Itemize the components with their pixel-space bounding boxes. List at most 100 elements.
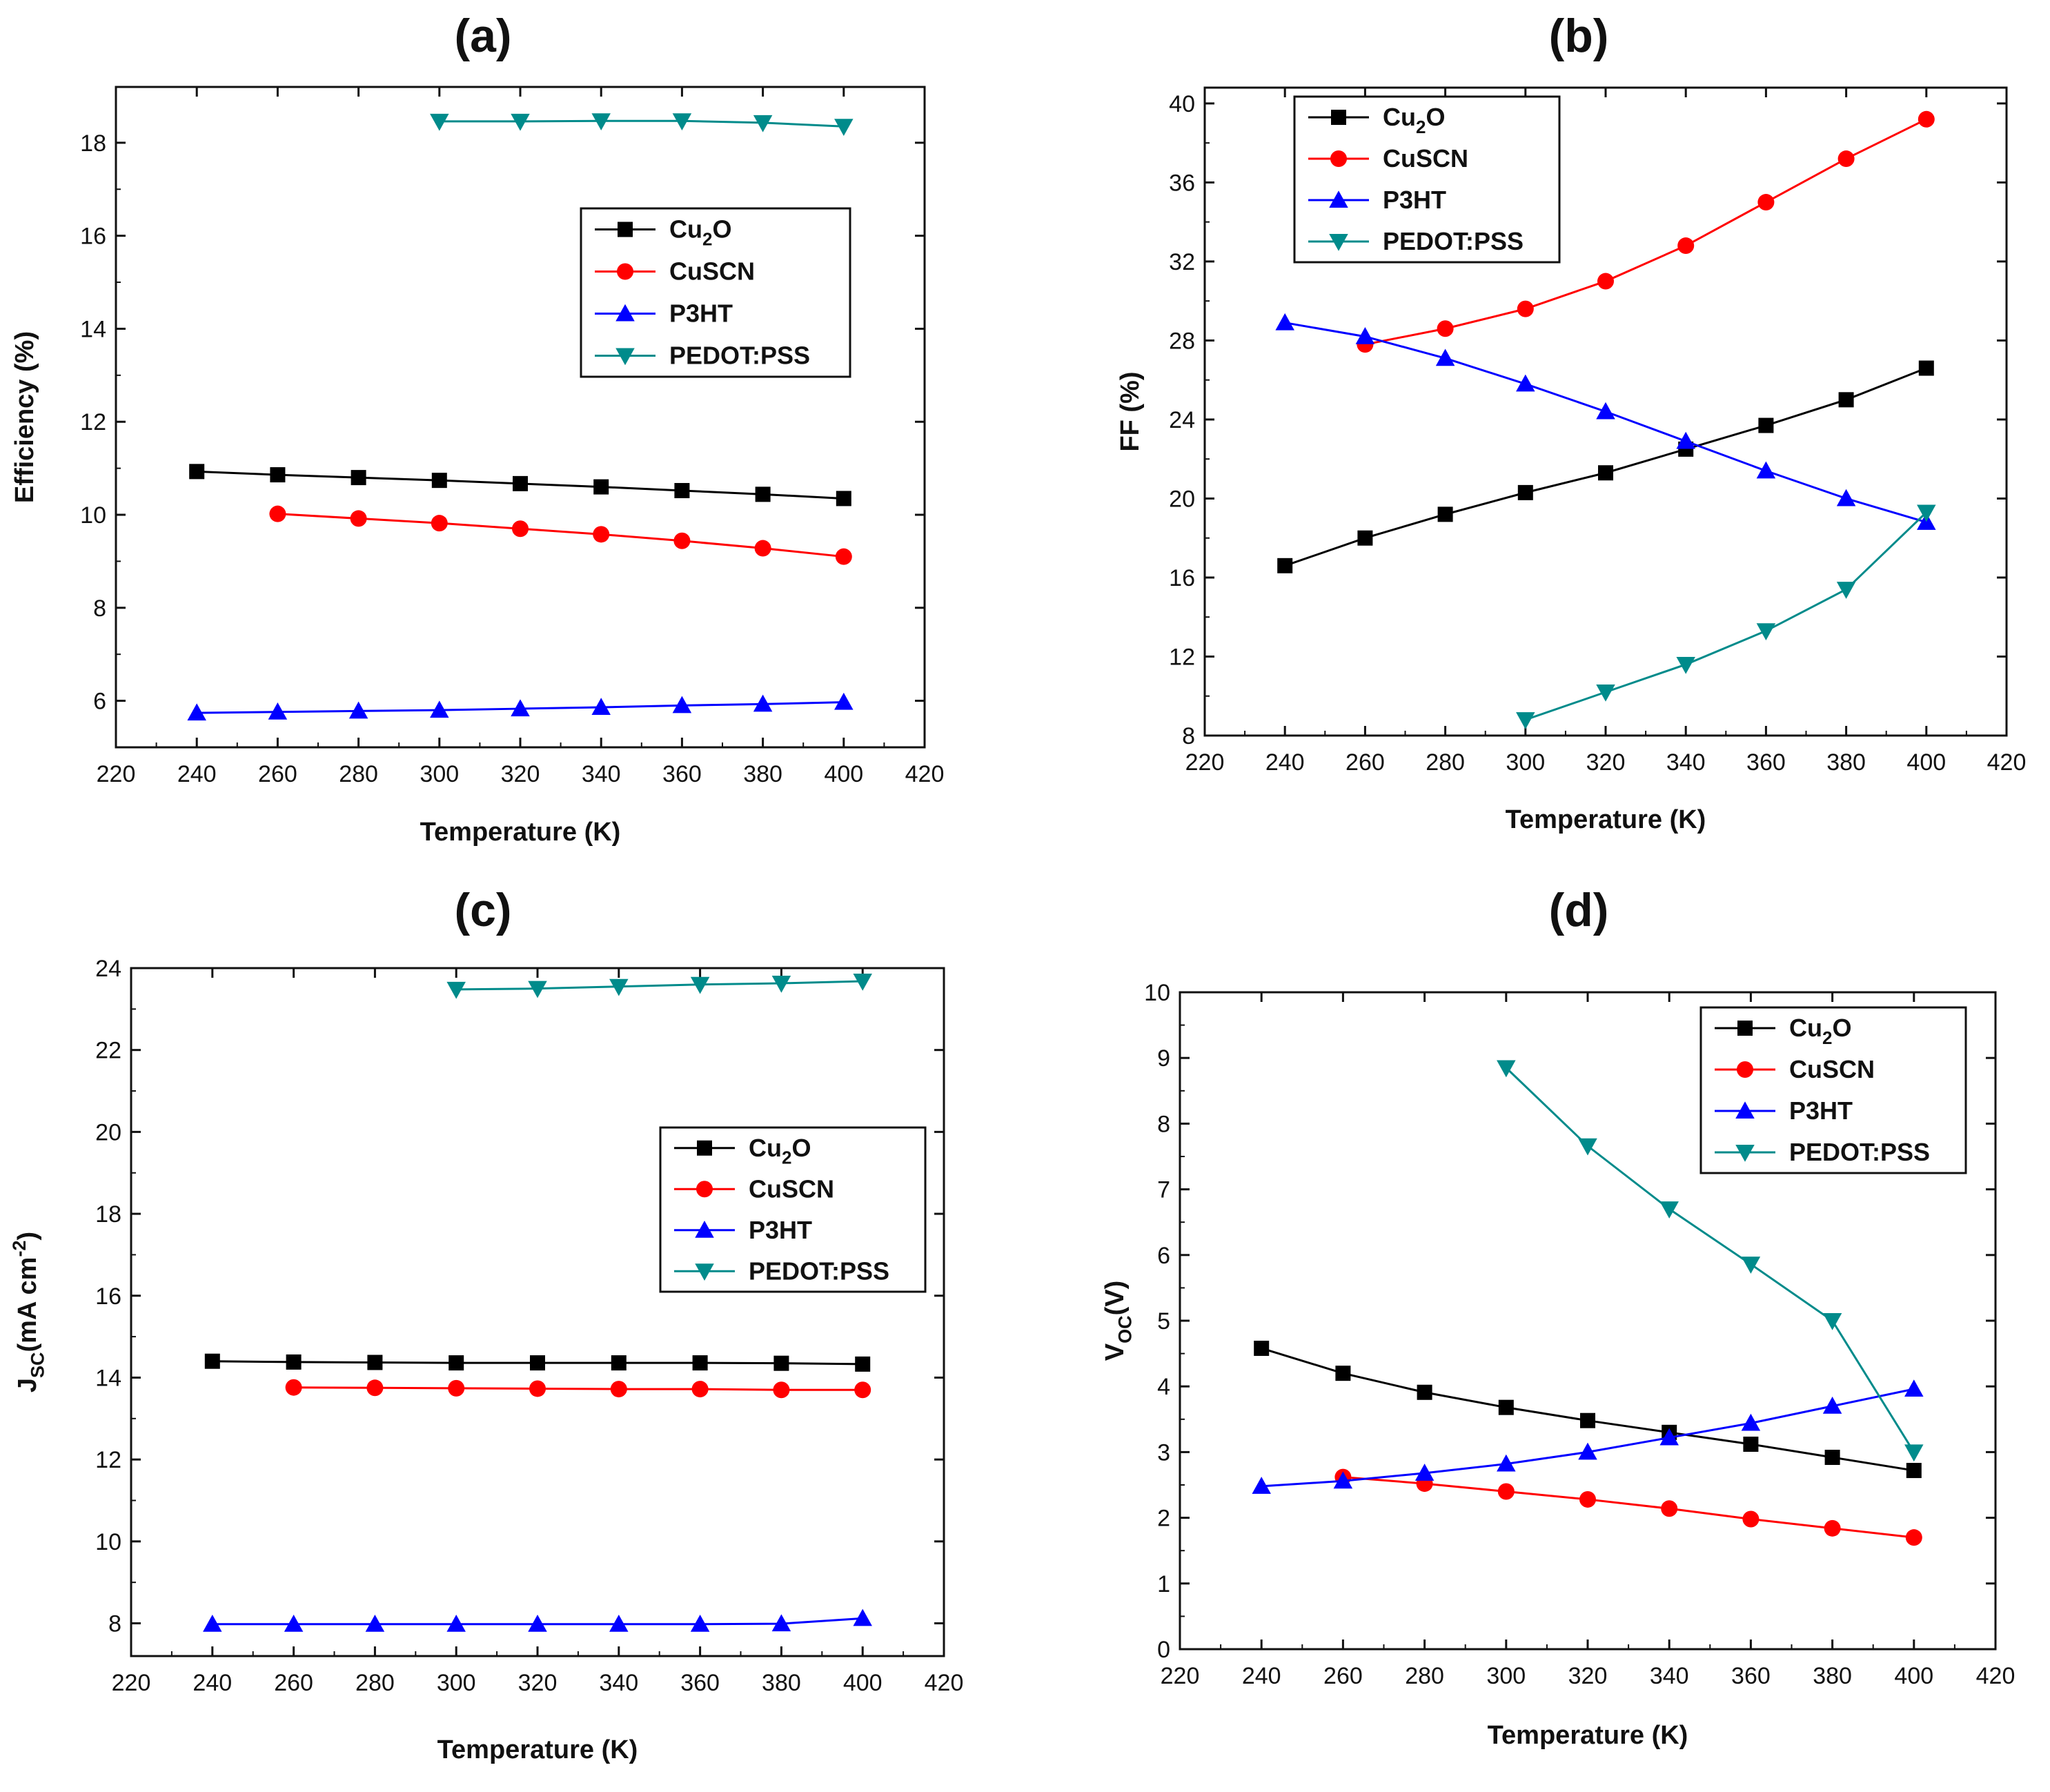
panel-a-x-tick-label: 220 (97, 761, 136, 787)
panel-b-x-tick-label: 380 (1826, 749, 1866, 776)
panel-b-x-tick-label: 320 (1586, 749, 1626, 776)
panel-c-point-p3ht (690, 1614, 710, 1632)
panel-a-legend-marker (615, 348, 635, 366)
panel-c-point-cuscn (366, 1379, 384, 1397)
panel-c-plot-frame (130, 967, 945, 1657)
panel-d-point-p3ht (1904, 1379, 1924, 1397)
panel-b-point-p3ht (1516, 374, 1535, 392)
panel-b-point-pedot-pss (1756, 623, 1776, 641)
panel-a-series-pedot-pss (430, 113, 854, 137)
panel-a-line-cuscn (277, 513, 844, 558)
panel-c-y-tick-label: 22 (95, 1038, 121, 1064)
panel-b-x-tick-label: 340 (1666, 749, 1706, 776)
panel-a-point-p3ht (753, 694, 773, 712)
panel-d-y-tick-label: 8 (1157, 1111, 1170, 1137)
panel-b-y-tick-label: 20 (1169, 486, 1195, 512)
panel-a-point-cuscn (269, 505, 286, 522)
panel-a-point-pedot-pss (430, 113, 449, 131)
panel-b-point-cuscn (1918, 110, 1935, 128)
panel-b-line-p3ht (1284, 322, 1927, 524)
panel-b-point-p3ht (1596, 402, 1615, 420)
panel-c-point-cuscn (773, 1381, 790, 1399)
panel-d-point-pedot-pss (1497, 1060, 1516, 1078)
panel-b-line-cuscn (1365, 118, 1927, 346)
panel-d-series-cu2o (1254, 1340, 1922, 1479)
panel-a-line-pedot-pss (439, 119, 844, 128)
panel-a-point-cu2o (189, 464, 205, 480)
panel-a-point-cuscn (512, 520, 529, 538)
panel-c-x-tick-label: 360 (680, 1670, 720, 1696)
panel-a-point-pedot-pss (672, 113, 692, 130)
panel-b-y-axis-label: FF (%) (1116, 371, 1145, 451)
panel-c-title: (c) (454, 884, 511, 936)
panel-c-legend-marker (695, 1221, 714, 1238)
panel-b-point-pedot-pss (1836, 582, 1856, 599)
panel-d-point-cu2o (1824, 1450, 1840, 1466)
panel-d-legend-marker (1737, 1021, 1753, 1036)
panel-a-point-p3ht (268, 702, 288, 720)
panel-d-y-tick-label: 4 (1157, 1374, 1170, 1400)
panel-d-point-p3ht (1333, 1471, 1353, 1489)
panel-d-x-tick-label: 400 (1894, 1663, 1933, 1689)
panel-c-point-p3ht (609, 1614, 629, 1632)
panel-c-legend-marker (695, 1263, 714, 1281)
panel-d-point-p3ht (1741, 1413, 1761, 1431)
panel-d-y-tick-label: 1 (1157, 1571, 1170, 1597)
panel-d-y-axis-label: VOC(V) (1101, 1281, 1135, 1361)
panel-d: (d) 220 240 260 280 300 320 340 360 380 400 420 0 1 2 3… (1101, 884, 2015, 1750)
panel-d-x-tick-label: 260 (1323, 1663, 1363, 1689)
panel-d-legend-label-p3ht: P3HT (1789, 1096, 1853, 1125)
panel-d-x-tick-label: 360 (1731, 1663, 1771, 1689)
panel-c-point-cu2o (692, 1355, 708, 1371)
panel-c-point-cu2o (530, 1355, 545, 1371)
panel-c-y-tick-label: 14 (95, 1365, 121, 1391)
panel-c-point-pedot-pss (853, 973, 872, 991)
panel-a-point-pedot-pss (834, 119, 854, 137)
panel-c-legend-marker (696, 1181, 713, 1198)
panel-d-line-p3ht (1261, 1388, 1915, 1488)
panel-b-legend-marker (1330, 150, 1347, 167)
panel-d-x-tick-label: 320 (1568, 1663, 1608, 1689)
panel-d-x-tick-label: 240 (1242, 1663, 1281, 1689)
panel-a-y-tick-label: 10 (80, 502, 106, 529)
panel-c-legend-label-pedot-pss: PEDOT:PSS (749, 1257, 889, 1285)
panel-a-point-pedot-pss (511, 113, 530, 131)
panel-d-y-tick-label: 3 (1157, 1439, 1170, 1466)
panel-c-point-cuscn (691, 1381, 709, 1398)
panel-b-legend-marker (1331, 110, 1346, 125)
panel-d-point-cuscn (1742, 1510, 1760, 1528)
panel-b-x-tick-label: 280 (1426, 749, 1465, 776)
panel-b-series-cu2o (1277, 360, 1934, 573)
panel-c-x-tick-label: 300 (437, 1670, 476, 1696)
panel-b-y-tick-label: 32 (1169, 249, 1195, 275)
panel-a-x-tick-label: 400 (824, 761, 863, 787)
panel-a-y-tick-label: 12 (80, 409, 106, 435)
panel-b-legend-label-cu2o: Cu2O (1383, 103, 1445, 137)
panel-b-point-cu2o (1838, 392, 1854, 408)
panel-c-point-cuscn (529, 1380, 546, 1397)
panel-c-x-tick-label: 220 (112, 1670, 151, 1696)
panel-a: (a) 220 240 260 280 300 320 340 360 380 400 420 6 8 10… (10, 10, 944, 847)
panel-b-y-tick-label: 16 (1169, 565, 1195, 591)
panel-c-line-cuscn (293, 1386, 863, 1391)
panel-d-line-pedot-pss (1505, 1067, 1915, 1453)
panel-d-x-tick-label: 420 (1976, 1663, 2015, 1689)
panel-b-line-pedot-pss (1525, 511, 1927, 721)
panel-d-legend-marker (1737, 1061, 1753, 1078)
panel-c-x-tick-label: 280 (355, 1670, 395, 1696)
panel-a-legend-marker (615, 304, 635, 322)
panel-b-point-p3ht (1435, 348, 1455, 366)
panel-c-point-p3ht (446, 1614, 466, 1632)
panel-c-point-p3ht (284, 1614, 304, 1632)
panel-b-y-tick-label: 40 (1169, 91, 1195, 117)
panel-c-point-cu2o (286, 1354, 302, 1370)
panel-b-title: (b) (1549, 10, 1609, 62)
panel-b-point-cu2o (1517, 484, 1533, 500)
panel-a-point-cu2o (755, 486, 771, 502)
panel-d-point-pedot-pss (1822, 1313, 1842, 1330)
panel-d-series-pedot-pss (1497, 1060, 1924, 1462)
panel-c-y-tick-label: 10 (95, 1529, 121, 1555)
panel-d-point-p3ht (1822, 1397, 1842, 1414)
panel-d-x-tick-label: 280 (1405, 1663, 1444, 1689)
panel-c-y-axis-label: JSC(mA cm-2) (9, 1232, 48, 1392)
